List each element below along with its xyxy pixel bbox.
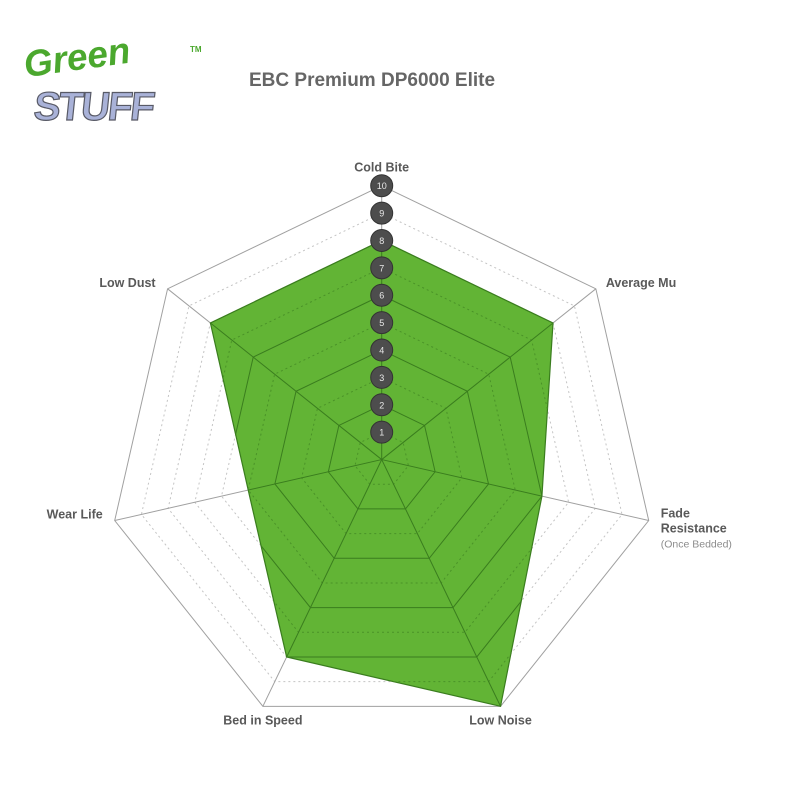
svg-text:Bed in Speed: Bed in Speed	[223, 713, 302, 727]
svg-text:Wear Life: Wear Life	[47, 508, 103, 522]
svg-text:2: 2	[379, 400, 384, 410]
svg-text:5: 5	[379, 318, 384, 328]
svg-text:Average Mu: Average Mu	[606, 276, 676, 290]
svg-text:Low Dust: Low Dust	[99, 276, 156, 290]
svg-text:1: 1	[379, 428, 384, 438]
svg-text:8: 8	[379, 236, 384, 246]
svg-text:9: 9	[379, 209, 384, 219]
svg-text:3: 3	[379, 373, 384, 383]
svg-text:Fade: Fade	[661, 507, 690, 521]
svg-text:6: 6	[379, 291, 384, 301]
svg-text:Resistance: Resistance	[661, 522, 727, 536]
svg-text:7: 7	[379, 263, 384, 273]
svg-text:(Once Bedded): (Once Bedded)	[661, 539, 732, 551]
svg-text:Low Noise: Low Noise	[469, 713, 532, 727]
svg-text:4: 4	[379, 346, 384, 356]
svg-text:Cold Bite: Cold Bite	[354, 161, 409, 175]
svg-text:10: 10	[377, 181, 387, 191]
